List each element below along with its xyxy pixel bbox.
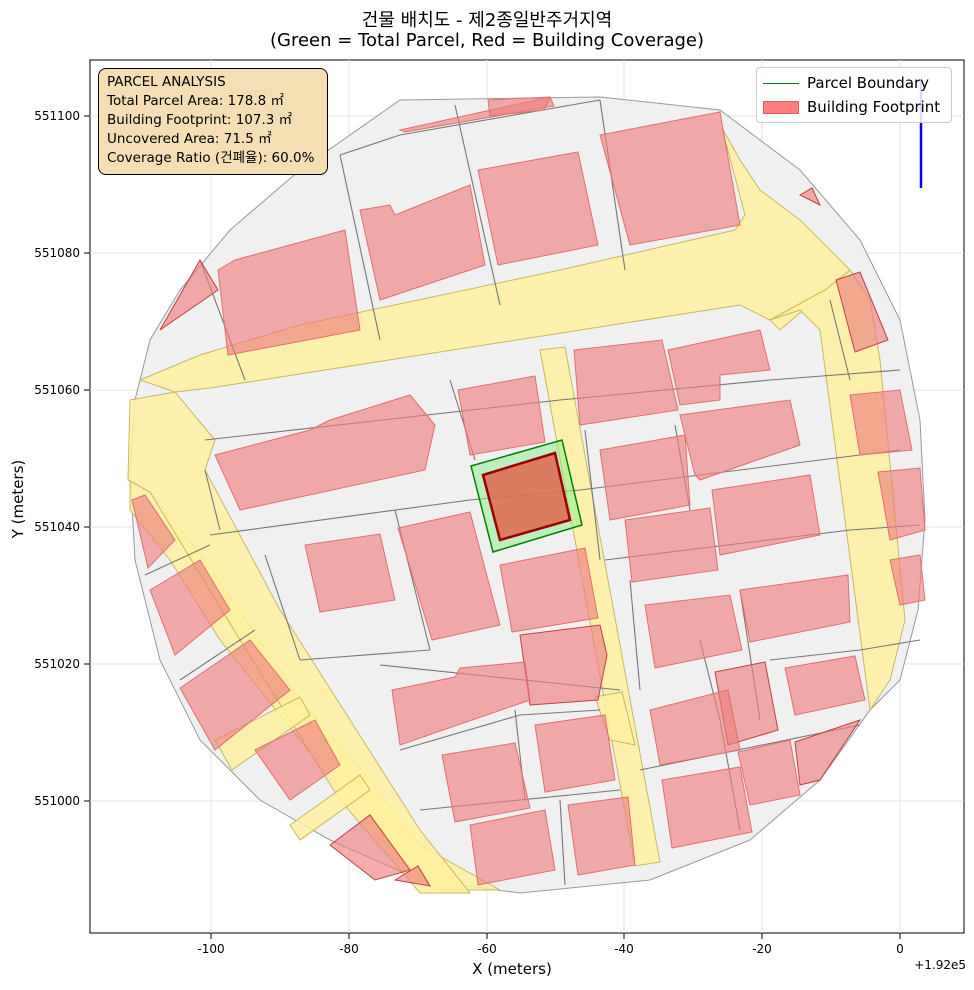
ytick-label: 551080 [34,246,80,260]
building [477,151,599,266]
xtick-label: -40 [614,942,634,956]
building [304,533,396,613]
building [149,559,231,656]
building [159,259,219,331]
y-axis-label: Y (meters) [9,459,27,539]
building [469,809,556,886]
axis-ticks [84,115,901,939]
building [179,639,291,751]
xtick-label: 0 [896,942,904,956]
building [667,329,771,406]
building [393,865,431,887]
chart-subtitle: (Green = Total Parcel, Red = Building Co… [269,30,705,51]
building [798,187,822,207]
xtick-label: -80 [339,942,359,956]
legend-entry-parcel: Parcel Boundary [763,72,929,94]
target-building [481,451,572,542]
building [679,399,801,481]
building [644,594,743,669]
xtick-label: -20 [752,942,772,956]
building [567,796,636,876]
info-footprint: Building Footprint: 107.3 ㎡ [107,112,293,128]
xtick-label: -60 [477,942,497,956]
road-southwest-link [214,696,311,771]
building [441,742,531,823]
parcel-analysis-box: PARCEL ANALYSIS Total Parcel Area: 178.8… [98,68,328,175]
building [359,184,486,301]
chart-title: 건물 배치도 - 제2종일반주거지역 [361,10,613,31]
building [499,547,599,633]
building [711,474,821,556]
building [794,719,862,786]
info-heading: PARCEL ANALYSIS [107,74,226,90]
building [599,111,741,246]
xtick-label: -100 [197,942,224,956]
legend-label: Parcel Boundary [807,74,930,92]
info-total-area: Total Parcel Area: 178.8 ㎡ [107,93,284,109]
ytick-label: 551020 [34,657,80,671]
building [599,434,691,521]
building [737,739,801,806]
building [624,507,719,583]
legend: Parcel Boundary Building Footprint [756,67,952,123]
building [457,375,546,456]
building [739,574,851,643]
building [397,511,501,641]
building [329,814,411,881]
legend-label: Building Footprint [807,98,941,116]
building [835,271,889,353]
building [391,661,531,746]
building [573,339,679,426]
building-footprints [131,96,926,887]
x-axis-label: X (meters) [472,960,552,978]
road-southwest-link-2 [289,774,371,841]
legend-entry-building: Building Footprint [763,96,940,118]
building [214,394,436,511]
building [534,714,616,793]
legend-line-swatch [763,82,799,84]
building [784,655,866,716]
ytick-label: 551100 [34,109,80,123]
building [217,229,361,356]
info-uncovered: Uncovered Area: 71.5 ㎡ [107,131,272,147]
building [131,494,176,570]
info-coverage: Coverage Ratio (건폐율): 60.0% [107,150,315,166]
road-east-vertical [769,269,906,712]
building [519,624,608,706]
building [661,766,753,849]
ytick-label: 551040 [34,520,80,534]
road-west-vertical [127,391,472,894]
ytick-label: 551060 [34,383,80,397]
building [849,389,913,456]
building [254,719,341,801]
x-axis-offset: +1.92e5 [914,958,966,972]
building [487,96,551,117]
building [649,689,741,766]
building [877,467,926,541]
building [889,554,926,606]
ytick-label: 551000 [34,794,80,808]
legend-patch-swatch [763,100,799,114]
